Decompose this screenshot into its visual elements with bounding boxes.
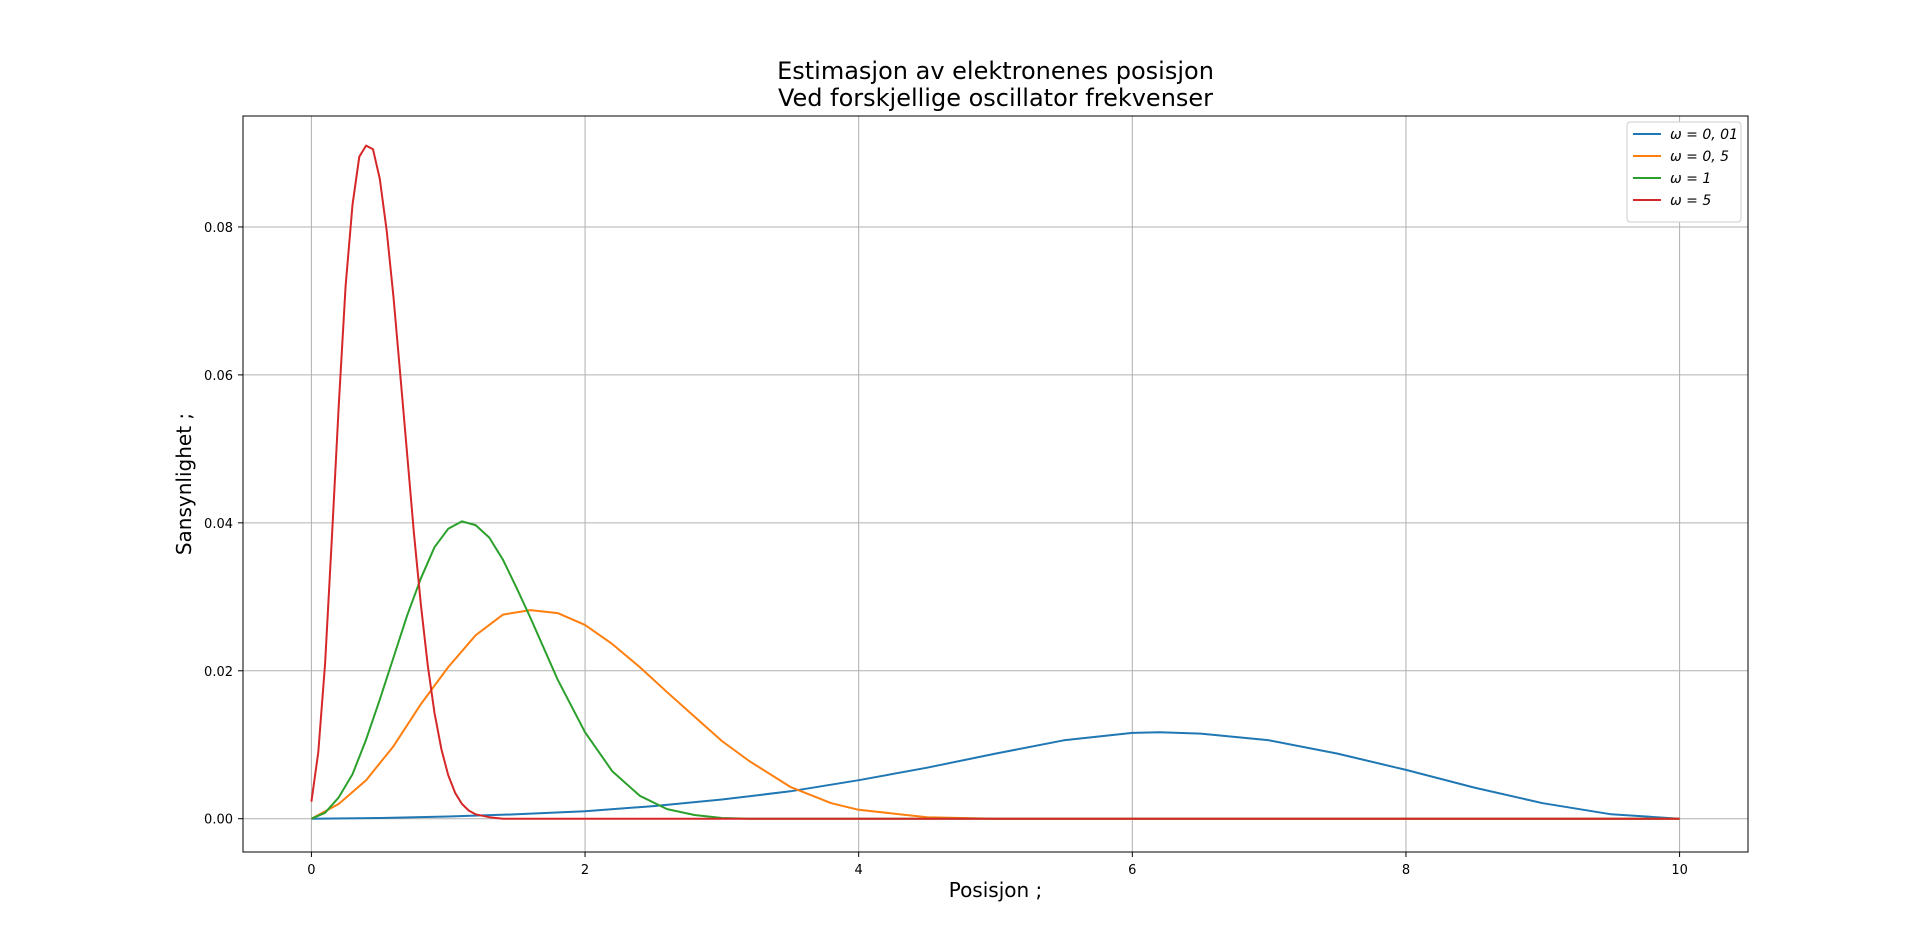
y-tick-label: 0.06: [204, 369, 233, 384]
y-tick-label: 0.02: [204, 665, 233, 680]
x-tick-label: 2: [581, 863, 589, 878]
legend: ω = 0, 01 ω = 0, 5 ω = 1 ω = 5: [1626, 121, 1742, 223]
series-line-4: [310, 144, 1680, 820]
legend-label: ω = 1: [1670, 171, 1711, 187]
y-tick-label: 0.04: [204, 517, 233, 532]
series-group: [310, 144, 1680, 820]
x-tick-label: 8: [1402, 863, 1410, 878]
legend-box: [1626, 121, 1742, 223]
y-tick-label: 0.08: [204, 221, 233, 236]
series-line-2: [310, 609, 1680, 820]
legend-label: ω = 0, 5: [1670, 149, 1729, 165]
plot-frame: [242, 115, 1749, 853]
x-axis-label: Posisjon ;: [949, 878, 1043, 902]
axis-ticks: 0 2 4 6 8 10 0.00 0.02 0.04 0.06 0.08: [204, 221, 1688, 878]
chart-subtitle: Ved forskjellige oscillator frekvenser: [778, 84, 1213, 112]
x-tick-label: 6: [1128, 863, 1136, 878]
x-tick-label: 4: [855, 863, 863, 878]
x-tick-label: 10: [1671, 863, 1688, 878]
series-line-1: [311, 731, 1680, 820]
legend-label: ω = 0, 01: [1670, 127, 1738, 143]
legend-label: ω = 5: [1670, 193, 1711, 209]
x-tick-label: 0: [307, 863, 315, 878]
y-axis-label: Sansynlighet ;: [172, 413, 196, 555]
y-tick-label: 0.00: [204, 813, 233, 828]
chart-title: Estimasjon av elektronenes posisjon: [777, 57, 1214, 85]
